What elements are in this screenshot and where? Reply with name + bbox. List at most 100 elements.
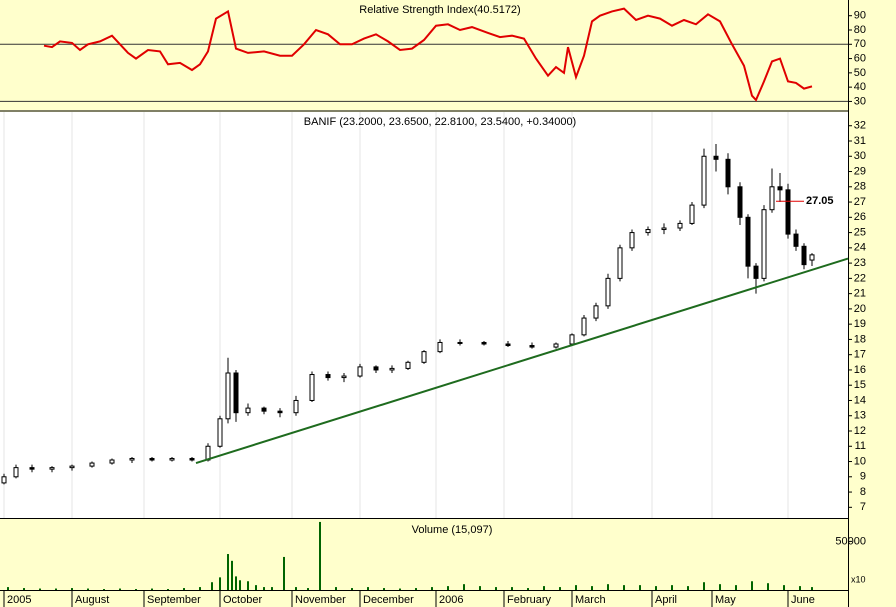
- volume-bar: [687, 586, 689, 590]
- candle-body: [793, 233, 799, 247]
- candle-body: [69, 465, 75, 469]
- candle-body: [661, 227, 667, 231]
- volume-bar: [479, 586, 481, 590]
- y-tick-label: 23: [854, 257, 866, 269]
- y-tick-label: 7: [860, 501, 866, 513]
- volume-bar: [719, 584, 721, 590]
- candle-body: [481, 341, 487, 345]
- candle-body: [645, 229, 651, 234]
- volume-bar: [103, 589, 105, 590]
- candle-body: [809, 254, 815, 261]
- y-tick-label: 32: [854, 120, 866, 132]
- volume-bar: [575, 585, 577, 590]
- candle-body: [109, 459, 115, 464]
- candle-body: [29, 467, 35, 470]
- volume-bar: [167, 589, 169, 590]
- volume-bar: [703, 582, 705, 590]
- volume-bar: [751, 581, 753, 590]
- volume-bar: [415, 588, 417, 590]
- candle-body: [553, 343, 559, 348]
- x-tick-label: June: [791, 594, 815, 606]
- panel-title: Relative Strength Index(40.5172): [359, 4, 520, 16]
- volume-bar: [511, 587, 513, 590]
- volume-bar: [639, 585, 641, 590]
- volume-bar: [431, 587, 433, 590]
- candle-body: [217, 418, 223, 447]
- candle-body: [505, 343, 511, 347]
- y-tick-label: 50: [854, 67, 866, 79]
- y-tick-label: 90: [854, 10, 866, 22]
- y-tick-label: 15: [854, 379, 866, 391]
- candle-body: [617, 247, 623, 279]
- x-tick-label: March: [575, 594, 606, 606]
- candle-body: [277, 410, 283, 414]
- candle-body: [725, 158, 731, 188]
- candle-body: [129, 457, 135, 461]
- candle-body: [689, 204, 695, 224]
- y-tick-label: 12: [854, 425, 866, 437]
- volume-bar: [447, 586, 449, 590]
- y-tick-label: 18: [854, 333, 866, 345]
- candle-body: [761, 209, 767, 279]
- volume-bar: [239, 580, 241, 590]
- y-tick-label: 70: [854, 38, 866, 50]
- x-tick-label: May: [715, 594, 736, 606]
- candle-body: [529, 345, 535, 348]
- volume-bar: [623, 585, 625, 590]
- candle-body: [389, 367, 395, 371]
- volume-bar: [263, 587, 265, 590]
- price-panel: [0, 112, 848, 518]
- volume-bar: [527, 588, 529, 590]
- candle-body: [261, 407, 267, 412]
- volume-bar: [767, 583, 769, 590]
- volume-bar: [119, 588, 121, 590]
- candle-body: [593, 305, 599, 319]
- candle-body: [13, 467, 19, 478]
- volume-bar: [655, 586, 657, 590]
- volume-bar: [55, 588, 57, 590]
- volume-bar: [463, 584, 465, 590]
- candle-body: [89, 462, 95, 467]
- volume-bar: [559, 587, 561, 590]
- volume-bar: [335, 587, 337, 590]
- panel-title: Volume (15,097): [412, 524, 493, 536]
- x-tick-label: December: [363, 594, 414, 606]
- candle-body: [569, 334, 575, 345]
- candle-body: [169, 457, 175, 461]
- candle-body: [777, 186, 783, 191]
- volume-bar: [607, 584, 609, 590]
- volume-bar: [183, 588, 185, 590]
- volume-bar: [671, 585, 673, 590]
- volume-bar: [735, 585, 737, 590]
- volume-bar: [495, 587, 497, 590]
- annotation-label: 27.05: [806, 195, 834, 207]
- volume-bar: [247, 581, 249, 590]
- y-tick-label: 16: [854, 364, 866, 376]
- y-tick-label: 40: [854, 81, 866, 93]
- volume-bar: [39, 588, 41, 590]
- candle-body: [437, 341, 443, 353]
- candle-body: [189, 457, 195, 461]
- volume-bar: [399, 588, 401, 590]
- x-tick-label: 2005: [7, 594, 31, 606]
- candle-body: [629, 232, 635, 249]
- y-tick-label: 80: [854, 24, 866, 36]
- trend-line: [195, 257, 849, 465]
- x-tick-label: April: [655, 594, 677, 606]
- y-tick-label: 25: [854, 226, 866, 238]
- candle-body: [421, 351, 427, 363]
- volume-bar: [135, 589, 137, 590]
- y-tick-label: 24: [854, 242, 866, 254]
- y-tick-label: 14: [854, 394, 866, 406]
- y-tick-label: 22: [854, 272, 866, 284]
- candle-body: [149, 457, 155, 461]
- volume-bar: [783, 585, 785, 590]
- candle-body: [341, 375, 347, 379]
- rsi-line: [43, 7, 813, 102]
- volume-bar: [71, 588, 73, 590]
- volume-bar: [543, 586, 545, 590]
- y-tick-label: 13: [854, 410, 866, 422]
- volume-bar: [151, 588, 153, 590]
- y-tick-label: 9: [860, 471, 866, 483]
